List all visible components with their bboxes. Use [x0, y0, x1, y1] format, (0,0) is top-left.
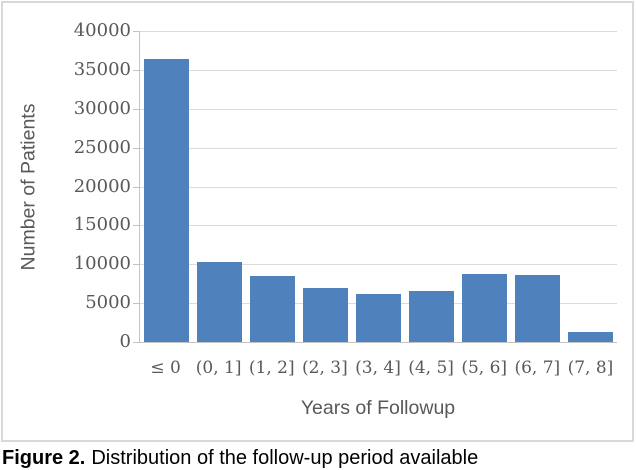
gridline [140, 69, 617, 71]
y-tick-label: 15000 [73, 214, 131, 236]
bar-slot [193, 261, 246, 342]
plot-area [139, 31, 617, 343]
bar-slot [405, 291, 458, 342]
y-tick-mark [133, 31, 139, 32]
caption-label: Figure 2. [2, 447, 86, 469]
bar-slot [511, 275, 564, 342]
bar-slot [352, 293, 405, 342]
x-tick-label: (6, 7] [514, 358, 561, 378]
y-tick-label: 0 [119, 331, 131, 352]
y-tick-mark [133, 186, 139, 188]
x-tick-label: (2, 3] [302, 358, 348, 378]
caption-text: Distribution of the follow-up period ava… [91, 447, 479, 469]
y-tick-mark [133, 69, 139, 71]
bar [303, 287, 348, 342]
x-tick-label: (7, 8] [567, 358, 614, 378]
x-axis-labels: ≤ 0 (0, 1] (1, 2] (2, 3] (3, 4] (4, 5] (5, 6] (… [139, 356, 617, 380]
x-tick-label: (3, 4] [355, 358, 401, 378]
y-tick-mark [133, 342, 139, 343]
y-tick-mark [133, 225, 139, 227]
bar-slot [246, 275, 299, 342]
y-tick-mark [133, 303, 139, 305]
bar [197, 261, 242, 342]
gridline [140, 31, 617, 32]
y-tick-label: 40000 [73, 20, 131, 41]
bar [462, 273, 507, 342]
y-tick-label: 5000 [85, 292, 131, 314]
x-tick-label: (1, 2] [248, 358, 295, 378]
bar [144, 59, 189, 342]
gridline [140, 147, 617, 149]
y-tick-label: 35000 [73, 58, 131, 80]
gridline [140, 225, 617, 227]
y-tick-mark [133, 147, 139, 149]
gridline [140, 186, 617, 188]
bar [250, 275, 295, 342]
y-tick-label: 25000 [73, 136, 131, 158]
y-tick-label: 20000 [73, 175, 131, 197]
y-tick-label: 10000 [73, 253, 131, 275]
x-tick-label: ≤ 0 [150, 358, 181, 378]
y-tick-mark [133, 108, 139, 110]
gridline [140, 264, 617, 266]
bar [515, 275, 560, 342]
bar-slot [140, 59, 193, 342]
x-tick-label: (4, 5] [408, 358, 454, 378]
bar [409, 291, 454, 342]
y-tick-label: 30000 [73, 97, 131, 119]
bar [568, 331, 613, 342]
bar-slot [458, 273, 511, 342]
x-tick-label: (5, 6] [461, 358, 508, 378]
x-tick-label: (0, 1] [195, 358, 242, 378]
bars-container [140, 31, 617, 342]
y-tick-mark [133, 264, 139, 266]
gridline [140, 108, 617, 110]
bar [356, 293, 401, 342]
figure-caption: Figure 2. Distribution of the follow-up p… [2, 446, 478, 470]
bar-slot [299, 287, 352, 342]
y-axis-title: Number of Patients [17, 103, 40, 271]
bar-slot [564, 331, 617, 342]
x-axis-title: Years of Followup [300, 397, 456, 419]
chart-frame: Number of Patients 0 5000 10000 15000 20000 2… [1, 1, 634, 442]
